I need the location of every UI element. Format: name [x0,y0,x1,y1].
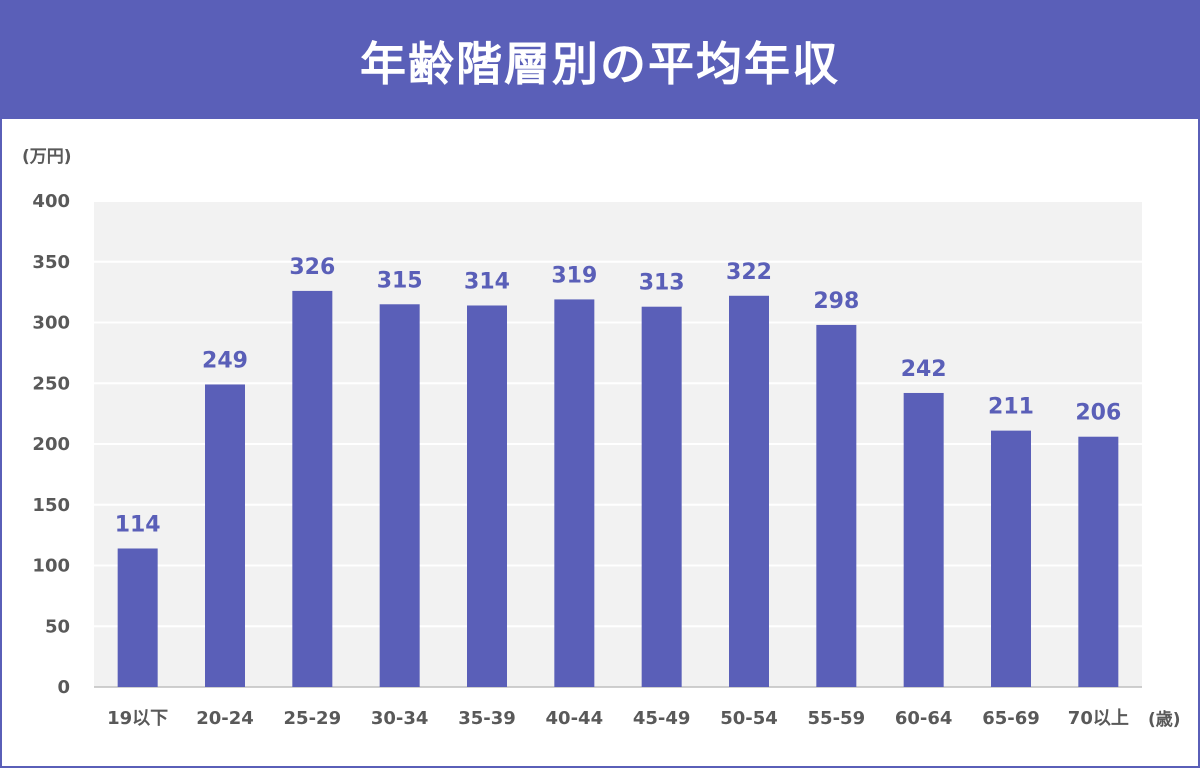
bar [991,430,1031,687]
bar [292,290,333,687]
x-tick-label: 25-29 [284,708,342,729]
data-label: 242 [901,357,947,382]
y-tick-label: 50 [45,616,70,637]
data-label: 313 [639,271,685,296]
bar [641,306,682,687]
bar [379,304,420,687]
bar [117,548,158,687]
x-tick-label: 50-54 [720,708,778,729]
y-tick-label: 150 [32,495,70,516]
y-tick-label: 350 [32,252,70,273]
bar [205,384,245,687]
x-tick-label: 20-24 [196,708,254,729]
x-tick-label: 70以上 [1068,708,1129,729]
bar [903,392,944,687]
x-tick-label: 30-34 [371,708,429,729]
data-label: 249 [202,348,248,373]
y-axis-unit: (万円) [22,147,72,167]
data-label: 319 [551,263,597,288]
x-tick-label: 35-39 [458,708,516,729]
bar [1078,436,1119,687]
x-tick-label: 40-44 [546,708,604,729]
bar [816,324,857,687]
y-tick-label: 300 [32,313,70,334]
x-axis-unit: (歳) [1148,709,1181,730]
bar [554,299,595,687]
bar [729,295,769,687]
y-tick-label: 200 [32,434,70,455]
data-label: 114 [115,512,161,537]
title-banner: 年齢階層別の平均年収 [2,2,1198,119]
data-label: 326 [289,255,335,280]
y-tick-label: 100 [32,556,70,577]
data-label: 314 [464,269,510,294]
data-label: 315 [377,268,423,293]
x-tick-label: 55-59 [808,708,866,729]
bar [467,305,507,687]
y-tick-label: 0 [57,677,70,698]
chart-title: 年齢階層別の平均年収 [360,36,840,91]
data-label: 211 [988,395,1034,420]
data-label: 298 [813,289,859,314]
x-tick-label: 45-49 [633,708,691,729]
x-tick-label: 19以下 [107,708,168,729]
data-label: 322 [726,260,772,285]
data-label: 206 [1075,401,1121,426]
x-tick-label: 60-64 [895,708,953,729]
y-tick-label: 400 [32,191,70,212]
y-tick-label: 250 [32,373,70,394]
x-tick-label: 65-69 [982,708,1040,729]
